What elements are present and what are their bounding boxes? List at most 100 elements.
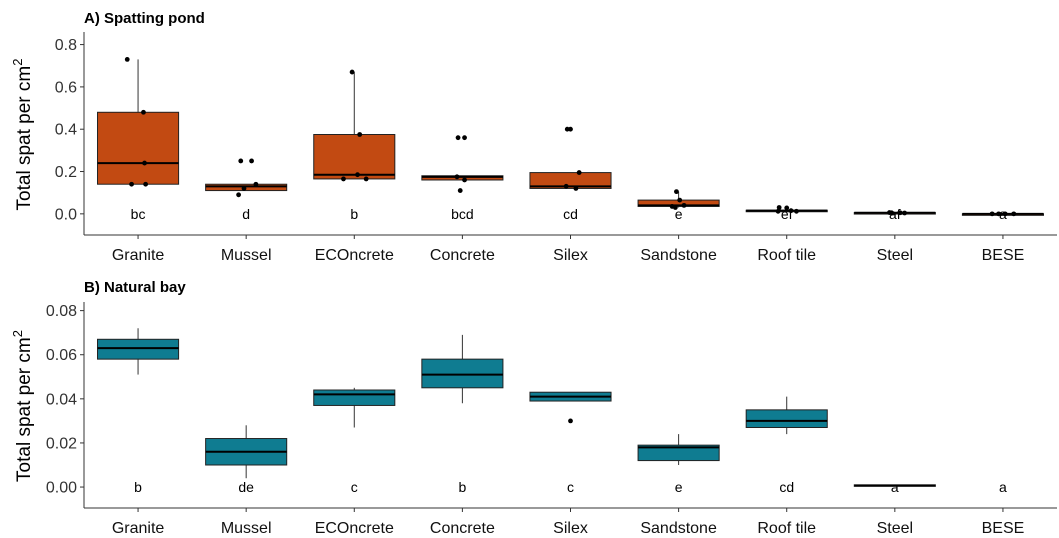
x-tick-label: Sandstone <box>640 247 717 264</box>
panel-b: B) Natural bay Total spat per cm2 0.00 0.02… <box>10 279 1057 537</box>
box-silex <box>529 172 612 189</box>
data-point <box>253 181 259 187</box>
data-point <box>236 192 241 198</box>
data-point <box>563 183 569 189</box>
y-tick-label: 0.08 <box>46 303 77 320</box>
y-tick-label: 0.06 <box>46 347 77 364</box>
significance-letter: a <box>891 479 899 495</box>
data-point <box>889 210 894 216</box>
data-point <box>129 181 134 187</box>
data-point <box>568 418 573 424</box>
data-point <box>462 135 467 141</box>
x-tick-label: Granite <box>112 247 165 264</box>
data-point <box>573 186 579 191</box>
x-tick-label: BESE <box>982 520 1025 537</box>
significance-letter: b <box>350 206 358 222</box>
data-point <box>143 181 149 187</box>
y-tick-label: 0.6 <box>55 79 77 96</box>
data-point <box>788 208 794 214</box>
x-tick-label: Steel <box>877 247 913 264</box>
data-point <box>775 208 781 214</box>
box-granite <box>97 328 180 375</box>
y-tick-label: 0.02 <box>46 435 77 452</box>
significance-letter: bc <box>131 206 146 222</box>
y-tick-label: 0.2 <box>55 164 77 181</box>
significance-letter: a <box>999 206 1007 222</box>
box-body <box>97 338 180 360</box>
x-tick-label: Concrete <box>430 247 495 264</box>
x-tick-label: ECOncrete <box>315 247 394 264</box>
data-point <box>349 69 355 75</box>
significance-letter: d <box>242 206 250 222</box>
data-point <box>672 205 678 210</box>
data-point <box>141 109 146 115</box>
box-body <box>745 409 828 429</box>
x-tick-label: BESE <box>982 247 1025 264</box>
x-tick-label: Concrete <box>430 520 495 537</box>
x-tick-label: Silex <box>553 520 588 537</box>
x-tick-label: Sandstone <box>640 520 717 537</box>
significance-letter: cd <box>779 479 794 495</box>
data-point <box>238 158 244 164</box>
x-tick-label: Silex <box>553 247 588 264</box>
box-mussel <box>205 183 288 192</box>
panel-title: A) Spatting pond <box>84 10 205 27</box>
x-tick-label: Roof tile <box>757 520 816 537</box>
significance-letter: bcd <box>451 206 474 222</box>
x-tick-label: Mussel <box>221 520 272 537</box>
x-tick-label: Granite <box>112 520 165 537</box>
data-point <box>1011 211 1017 217</box>
box-roof-tile <box>745 396 828 435</box>
box-sandstone <box>637 434 720 465</box>
significance-letter: c <box>567 479 574 495</box>
data-point <box>142 160 147 166</box>
significance-letter: a <box>999 479 1007 495</box>
significance-letter: b <box>458 479 466 495</box>
data-point <box>357 132 363 137</box>
data-point <box>681 202 687 208</box>
box-body <box>529 172 612 189</box>
data-point <box>784 205 790 211</box>
data-point <box>462 177 467 183</box>
data-point <box>457 188 463 193</box>
box-body <box>313 389 396 406</box>
x-tick-label: Roof tile <box>757 247 816 264</box>
box-body <box>421 358 504 389</box>
box-steel <box>853 484 936 487</box>
significance-letter: e <box>675 206 683 222</box>
y-axis-label: Total spat per cm2 <box>10 330 35 482</box>
significance-letter: ef <box>781 206 793 222</box>
significance-letter: cd <box>563 206 578 222</box>
data-point <box>341 176 346 182</box>
y-tick-label: 0.00 <box>46 480 77 497</box>
box-body <box>313 134 396 180</box>
significance-letter: de <box>238 479 254 495</box>
data-point <box>576 170 582 175</box>
data-point <box>355 172 360 178</box>
box-econcrete <box>313 387 396 428</box>
significance-letter: b <box>134 479 142 495</box>
box-econcrete <box>313 72 396 180</box>
data-point <box>124 56 130 62</box>
box-steel <box>853 211 936 215</box>
y-tick-label: 0.4 <box>55 122 77 139</box>
x-tick-label: Steel <box>877 520 913 537</box>
data-point <box>363 176 369 182</box>
data-point <box>568 126 573 132</box>
box-silex <box>529 391 612 402</box>
data-point <box>241 186 247 191</box>
data-point <box>776 205 782 210</box>
data-point <box>989 211 995 217</box>
y-tick-label: 0.8 <box>55 37 77 54</box>
box-concrete <box>421 334 504 404</box>
y-axis-label-text: Total spat per cm <box>14 337 35 482</box>
data-point <box>996 211 1002 217</box>
panel-a: A) Spatting pond Total spat per cm2 0.0 0.2… <box>10 10 1057 264</box>
box-body <box>97 111 180 185</box>
data-point <box>455 135 461 141</box>
box-granite <box>97 59 180 185</box>
data-point <box>249 158 254 164</box>
significance-letter: af <box>889 206 901 222</box>
data-point <box>897 210 903 216</box>
